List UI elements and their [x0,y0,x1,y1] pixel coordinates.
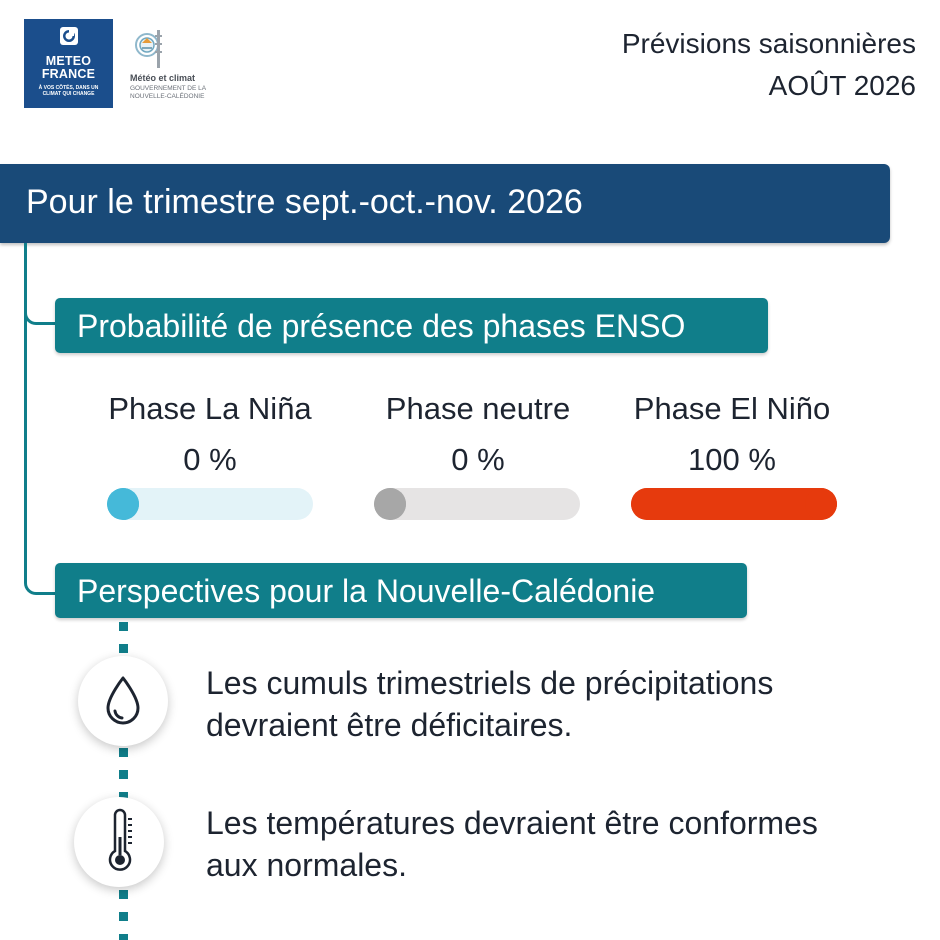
logo-word-meteo: METEO [45,54,92,68]
nc-government-emblem-icon [135,30,162,68]
phase-la-nina: Phase La Niña 0 % [100,391,320,478]
probability-bar-knob [374,488,406,520]
temperature-outlook-text: Les températures devraient être conforme… [206,805,818,883]
phase-probability: 0 % [451,442,505,477]
forecast-month: AOÛT 2026 [768,70,916,101]
phase-probability: 100 % [688,442,776,477]
page-title: Prévisions saisonnières [621,28,916,59]
phase-label: Phase La Niña [108,391,312,426]
logo-tagline-1: À VOS CÔTÉS, DANS UN [38,85,99,91]
probability-bar-knob [107,488,139,520]
tree-connector-line [24,243,27,578]
tree-branch-enso [24,305,57,325]
phase-el-nino: Phase El Niño 100 % [622,391,842,478]
phase-neutre: Phase neutre 0 % [368,391,588,478]
dotted-connector [119,622,128,662]
rain-outlook-text: Les cumuls trimestriels de précipitation… [206,665,774,743]
meteo-france-emblem-icon [59,27,78,45]
phase-probability: 0 % [183,442,237,477]
period-banner: Pour le trimestre sept.-oct.-nov. 2026 [0,164,890,243]
dotted-connector [119,748,128,798]
probability-bar-el-nino [631,488,837,520]
outlook-section-title: Perspectives pour la Nouvelle-Calédonie [77,573,656,609]
probability-bar-knob [805,488,837,520]
probability-bar-la-nina [107,488,313,520]
phase-label: Phase El Niño [633,391,831,426]
enso-section-header: Probabilité de présence des phases ENSO [55,298,768,353]
logo-tagline-2: CLIMAT QUI CHANGE [42,91,95,97]
phase-label: Phase neutre [385,391,571,426]
thermometer-icon [108,808,132,871]
period-banner-text: Pour le trimestre sept.-oct.-nov. 2026 [26,183,583,221]
nc-logo-name: Météo et climat [130,73,196,83]
nc-logo-sub: GOUVERNEMENT DE LA NOUVELLE-CALÉDONIE [130,85,207,100]
meteo-france-logo: METEO FRANCE À VOS CÔTÉS, DANS UN CLIMAT… [24,19,113,108]
outlook-section-header: Perspectives pour la Nouvelle-Calédonie [55,563,747,618]
probability-bar-neutre [374,488,580,520]
rain-icon-circle [78,656,168,746]
probability-bar-fill [631,488,837,520]
nc-government-logo: Météo et climat GOUVERNEMENT DE LA NOUVE… [122,23,217,109]
enso-section-title: Probabilité de présence des phases ENSO [77,308,686,344]
temperature-icon-circle [74,797,164,887]
dotted-connector [119,890,128,940]
tree-branch-outlook [24,575,57,595]
logo-word-france: FRANCE [41,67,96,81]
rain-drop-icon [106,676,140,725]
